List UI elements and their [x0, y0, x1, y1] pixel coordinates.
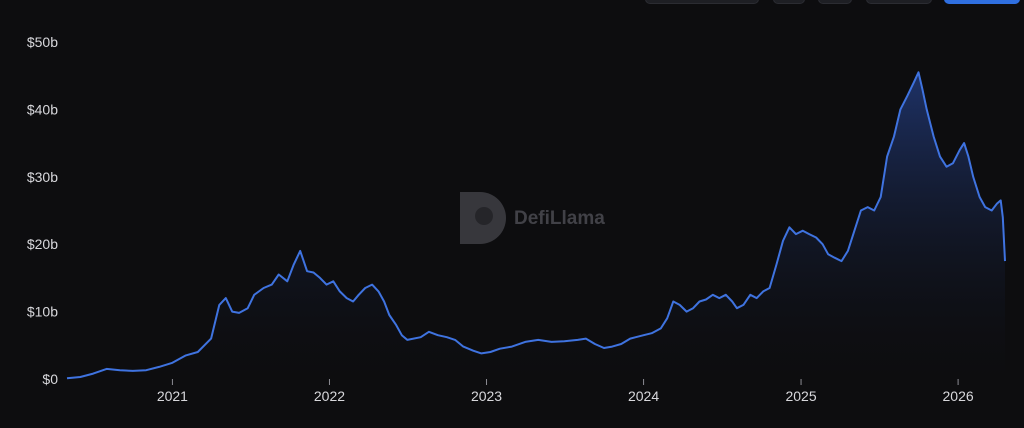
- x-tick-label: 2021: [157, 388, 188, 404]
- x-tick-label: 2022: [314, 388, 345, 404]
- y-axis: $0 $10b $20b $30b $40b $50b: [27, 34, 58, 387]
- watermark-text: DefiLlama: [514, 208, 605, 229]
- y-tick-label: $50b: [27, 34, 58, 50]
- x-tick-label: 2026: [943, 388, 974, 404]
- llama-logo-face: [475, 207, 493, 225]
- toolbar-button-2[interactable]: [773, 0, 805, 4]
- tvl-series-line: [66, 71, 1006, 380]
- y-tick-label: $0: [42, 371, 58, 387]
- toolbar-button-4[interactable]: [866, 0, 932, 4]
- x-tick-label: 2023: [471, 388, 502, 404]
- y-tick-label: $40b: [27, 101, 58, 117]
- toolbar-button-primary[interactable]: [944, 0, 1020, 4]
- tvl-area-fill: [67, 72, 1005, 380]
- x-tick-label: 2024: [628, 388, 659, 404]
- y-tick-label: $20b: [27, 236, 58, 252]
- y-tick-label: $10b: [27, 304, 58, 320]
- toolbar-button-3[interactable]: [818, 0, 852, 4]
- y-tick-label: $30b: [27, 169, 58, 185]
- x-tick-label: 2025: [785, 388, 816, 404]
- toolbar-button-1[interactable]: [645, 0, 759, 4]
- x-axis: 2021 2022 2023 2024 2025 2026: [157, 379, 974, 404]
- defillama-watermark: DefiLlama: [460, 192, 605, 244]
